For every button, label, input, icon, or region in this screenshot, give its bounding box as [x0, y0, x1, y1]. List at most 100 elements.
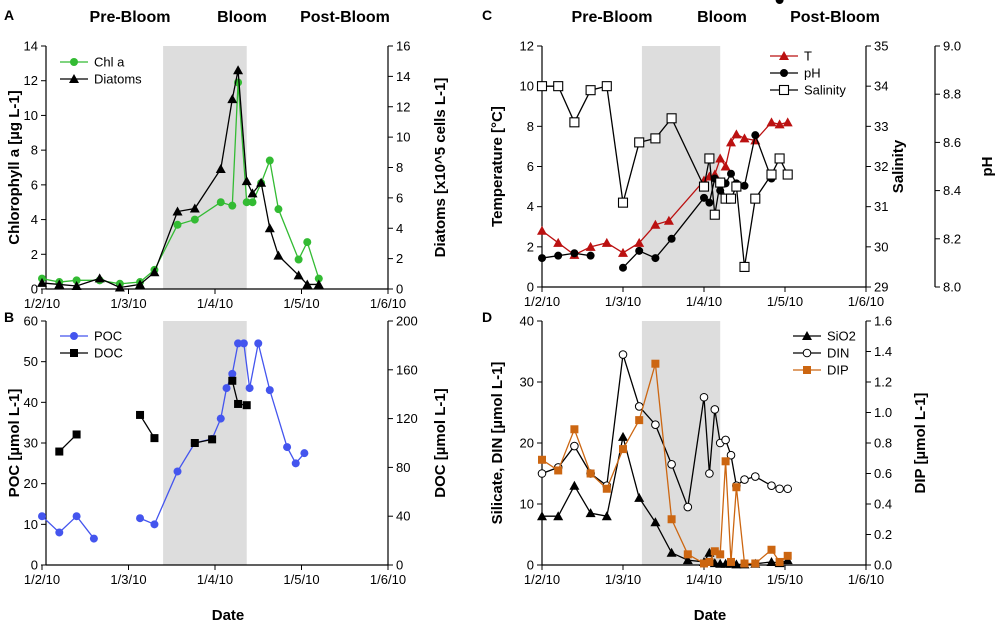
data-point: [634, 137, 645, 148]
phase-label-pre-bloom-left: Pre-Bloom: [90, 9, 171, 26]
y-tick-label-left: 40: [520, 314, 534, 329]
legend-marker: [802, 331, 812, 340]
data-point: [766, 169, 777, 180]
data-point: [239, 339, 248, 348]
data-point: [619, 445, 627, 454]
y-tick-label-left: 40: [24, 395, 38, 410]
legend-marker: [780, 69, 788, 77]
data-point: [264, 223, 275, 233]
data-point: [601, 81, 612, 92]
data-point: [775, 484, 784, 494]
y-tick-label-left: 12: [24, 73, 38, 88]
panel-label-b: B: [4, 309, 14, 325]
data-point: [537, 511, 547, 521]
data-point: [601, 237, 612, 247]
series-doc: [55, 376, 251, 456]
x-tick-label: 1/2/10: [524, 294, 560, 309]
data-point: [89, 534, 98, 543]
x-tick-label: 1/3/10: [605, 572, 641, 587]
data-point: [663, 215, 674, 225]
x-tick-label: 1/6/10: [848, 294, 884, 309]
data-point: [721, 435, 730, 445]
y-tick-label-left: 0: [527, 558, 534, 573]
x-tick-label: 1/6/10: [370, 572, 406, 587]
y-tick-label-right: 80: [396, 460, 410, 475]
data-point: [634, 492, 645, 502]
y-tick-label-right: 200: [396, 314, 418, 329]
y-tick-label-right: 34: [874, 79, 888, 94]
data-point: [274, 205, 283, 214]
y-axis-title-right-d: DIP [µmol L-1]: [912, 393, 929, 494]
data-point: [570, 441, 579, 451]
data-point: [774, 119, 785, 129]
data-point: [245, 384, 254, 393]
data-point: [726, 137, 736, 147]
y-tick-label-right: 30: [874, 239, 888, 254]
data-point: [651, 359, 660, 368]
legend-c: TpH Salinity: [770, 49, 846, 98]
data-point: [683, 550, 692, 559]
y-tick-label-ph: 8.6: [943, 135, 961, 150]
data-point: [698, 181, 710, 192]
data-point: [750, 193, 761, 204]
data-point: [536, 81, 548, 92]
y-tick-label-left: 10: [520, 79, 534, 94]
y-tick-label-right: 2: [396, 251, 403, 266]
legend-label: Salinity: [804, 83, 846, 98]
y-axis-title-left-c: Temperature [°C]: [489, 106, 506, 227]
data-point: [766, 117, 777, 127]
y-tick-label-right: 4: [396, 221, 403, 236]
data-point: [651, 254, 660, 263]
data-point: [618, 247, 628, 257]
data-point: [635, 416, 644, 425]
y-tick-label-right: 35: [874, 39, 888, 54]
data-point: [173, 220, 182, 229]
data-point: [731, 559, 742, 569]
data-point: [618, 431, 628, 441]
y-tick-label-right: 6: [396, 190, 403, 205]
data-point: [705, 557, 714, 566]
legend-marker: [802, 348, 812, 358]
legend-marker: [779, 51, 789, 60]
data-point: [190, 215, 199, 224]
data-point: [173, 467, 182, 476]
data-point: [710, 405, 720, 414]
y-tick-label-ph: 8.2: [943, 231, 961, 246]
y-tick-label-ph: 8.8: [943, 87, 961, 102]
y-tick-label-left: 6: [527, 159, 534, 174]
data-point: [751, 472, 760, 481]
series-line: [541, 252, 591, 259]
data-point: [635, 246, 644, 255]
data-point: [233, 65, 244, 75]
y-tick-label-left: 0: [527, 280, 534, 295]
y-tick-label-right: 33: [874, 119, 888, 134]
data-point: [293, 270, 304, 280]
legend-a: Chl a Diatoms: [60, 55, 142, 87]
data-point: [667, 460, 676, 469]
x-tick-label: 1/3/10: [110, 296, 146, 311]
data-point: [538, 455, 546, 464]
y-tick-label-left: 10: [24, 108, 38, 123]
data-point: [135, 279, 146, 289]
y-axis-title-ph: pH: [979, 157, 996, 177]
data-point: [721, 457, 730, 466]
y-tick-label-left: 20: [520, 436, 534, 451]
legend-label: SiO2: [827, 329, 856, 344]
y-tick-label-right: 0: [396, 558, 403, 573]
legend-b: POC DOC: [60, 329, 123, 361]
data-point: [55, 528, 64, 537]
data-point: [682, 555, 693, 565]
data-point: [585, 241, 596, 251]
data-point: [732, 483, 741, 492]
data-point: [710, 547, 719, 556]
y-axis-title-left-b: POC [µmol L-1]: [6, 389, 23, 498]
legend-label: DOC: [94, 346, 123, 361]
x-axis-title-right: Date: [694, 607, 727, 624]
legend-d: SiO2 DIN DIP: [793, 329, 856, 378]
y-tick-label-ph: 9.0: [943, 39, 961, 54]
data-point: [705, 469, 714, 478]
data-point: [150, 434, 159, 443]
x-axis-title-left: Date: [212, 607, 245, 624]
data-point: [222, 384, 231, 393]
data-point: [228, 201, 237, 210]
